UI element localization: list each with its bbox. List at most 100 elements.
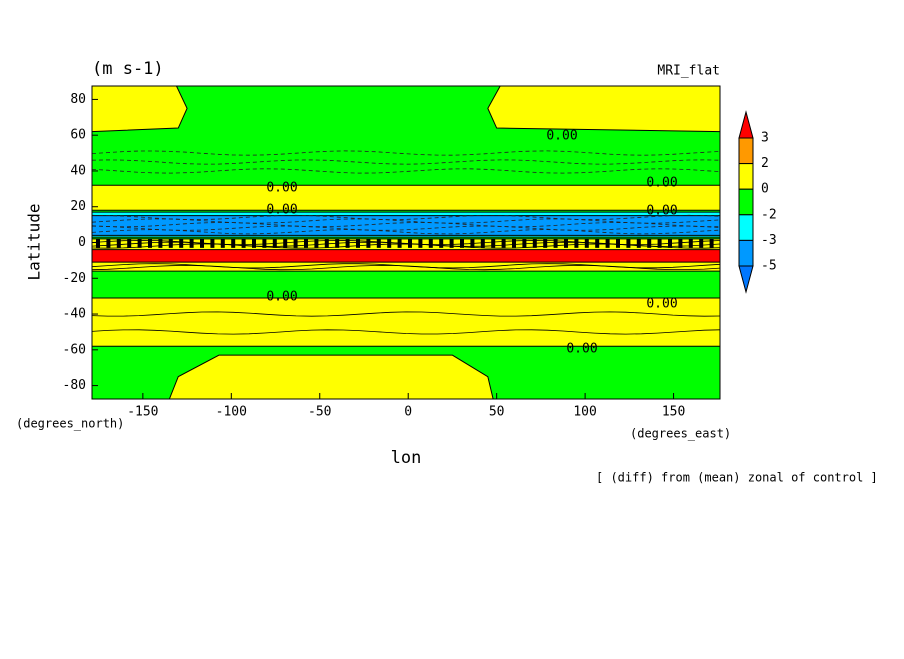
- x-tick-label: -100: [216, 405, 247, 420]
- contour-cluster: [616, 238, 620, 248]
- contour-label: 0.00: [546, 129, 577, 144]
- y-tick-label: -20: [63, 271, 86, 286]
- contour-cluster: [564, 238, 568, 248]
- contour-cluster: [699, 238, 704, 248]
- contour-cluster: [522, 238, 527, 248]
- plot-area: 0.00 0.00 0.00 0.00 0.00 0.00 0.00 0.00: [91, 85, 721, 400]
- contour-cluster: [96, 238, 100, 248]
- contour-cluster: [491, 238, 496, 248]
- colorbar-box: [738, 214, 754, 241]
- contour-cluster: [439, 238, 444, 248]
- colorbar-label: -2: [761, 207, 777, 222]
- contour-cluster: [626, 238, 631, 248]
- contour-cluster: [449, 238, 454, 248]
- contour-line: [91, 311, 721, 317]
- note: [ (diff) from (mean) zonal of control ]: [596, 471, 878, 485]
- y-tick-label: 0: [78, 235, 86, 250]
- contour-cluster: [553, 238, 558, 248]
- contour-region: [168, 354, 494, 400]
- contour-cluster: [314, 238, 319, 248]
- y-unit: (degrees_north): [16, 417, 124, 431]
- contour-cluster: [200, 238, 204, 248]
- contour-cluster: [418, 238, 423, 248]
- contour-cluster: [397, 238, 402, 248]
- contour-cluster: [647, 238, 652, 248]
- contour-cluster: [605, 238, 610, 248]
- contour-cluster: [158, 238, 163, 248]
- contour-cluster: [106, 238, 111, 248]
- contour-cluster: [543, 238, 548, 248]
- colorbar-label: 0: [761, 182, 769, 197]
- contour-cluster: [179, 238, 184, 248]
- contour-line: [91, 264, 721, 271]
- contour-cluster: [636, 238, 641, 248]
- contour-label: 0.00: [646, 204, 677, 219]
- contour-cluster: [283, 238, 288, 248]
- contour-cluster: [241, 238, 246, 248]
- contour-line: [91, 329, 721, 335]
- contour-cluster: [470, 238, 475, 248]
- contour-line: [91, 243, 721, 249]
- contour-cluster: [168, 238, 173, 248]
- contour-cluster: [532, 238, 537, 248]
- contour-cluster: [324, 238, 329, 248]
- contour-cluster: [252, 238, 256, 248]
- contour-cluster: [460, 238, 464, 248]
- x-tick-label: 100: [573, 405, 596, 420]
- contour-cluster: [408, 238, 412, 248]
- contour-cluster: [356, 238, 360, 248]
- contour-label: 0.00: [566, 342, 597, 357]
- colorbar-label: -5: [761, 259, 777, 274]
- contour-cluster: [428, 238, 433, 248]
- y-tick-label: 40: [70, 163, 86, 178]
- colorbar-extension: [738, 265, 754, 294]
- x-tick-label: 150: [662, 405, 685, 420]
- x-tick-label: 50: [489, 405, 505, 420]
- contour-cluster: [668, 238, 672, 248]
- contour-cluster: [574, 238, 579, 248]
- colorbar-box: [738, 188, 754, 216]
- contour-cluster: [709, 238, 714, 248]
- contour-cluster: [657, 238, 662, 248]
- y-tick-label: -40: [63, 307, 86, 322]
- x-unit: (degrees_east): [630, 427, 731, 441]
- y-tick-label: -60: [63, 342, 86, 357]
- contour-cluster: [366, 238, 371, 248]
- colorbar-box: [738, 163, 754, 190]
- x-tick-label: -150: [127, 405, 158, 420]
- y-tick-label: 80: [70, 92, 86, 107]
- colorbar-label: 3: [761, 131, 769, 146]
- x-tick-label: -50: [308, 405, 331, 420]
- contour-cluster: [512, 238, 516, 248]
- contour-cluster: [231, 238, 236, 248]
- contour-cluster: [127, 238, 132, 248]
- colorbar-label: -3: [761, 233, 777, 248]
- x-axis-label: lon: [391, 448, 422, 468]
- colorbar-label: 2: [761, 156, 769, 171]
- x-tick-label: 0: [404, 405, 412, 420]
- colorbar-box: [738, 239, 754, 267]
- contour-cluster: [293, 238, 298, 248]
- contour-label: 0.00: [266, 203, 297, 218]
- contour-cluster: [116, 238, 121, 248]
- contour-cluster: [501, 238, 506, 248]
- contour-region: [91, 249, 721, 263]
- contour-cluster: [376, 238, 381, 248]
- contour-cluster: [688, 238, 693, 248]
- chart-title: MRI_flat: [657, 64, 720, 79]
- contour-cluster: [345, 238, 350, 248]
- y-axis-label: Latitude: [25, 203, 44, 280]
- contour-cluster: [595, 238, 600, 248]
- colorbar-box: [738, 137, 754, 165]
- y-tick-label: 20: [70, 199, 86, 214]
- contour-cluster: [387, 238, 392, 248]
- colorbar-extension: [738, 110, 754, 139]
- contour-cluster: [480, 238, 485, 248]
- contour-cluster: [584, 238, 589, 248]
- contour-label: 0.00: [646, 297, 677, 312]
- units-label: (m s-1): [92, 59, 164, 79]
- contour-region: [91, 270, 721, 299]
- contour-cluster: [137, 238, 142, 248]
